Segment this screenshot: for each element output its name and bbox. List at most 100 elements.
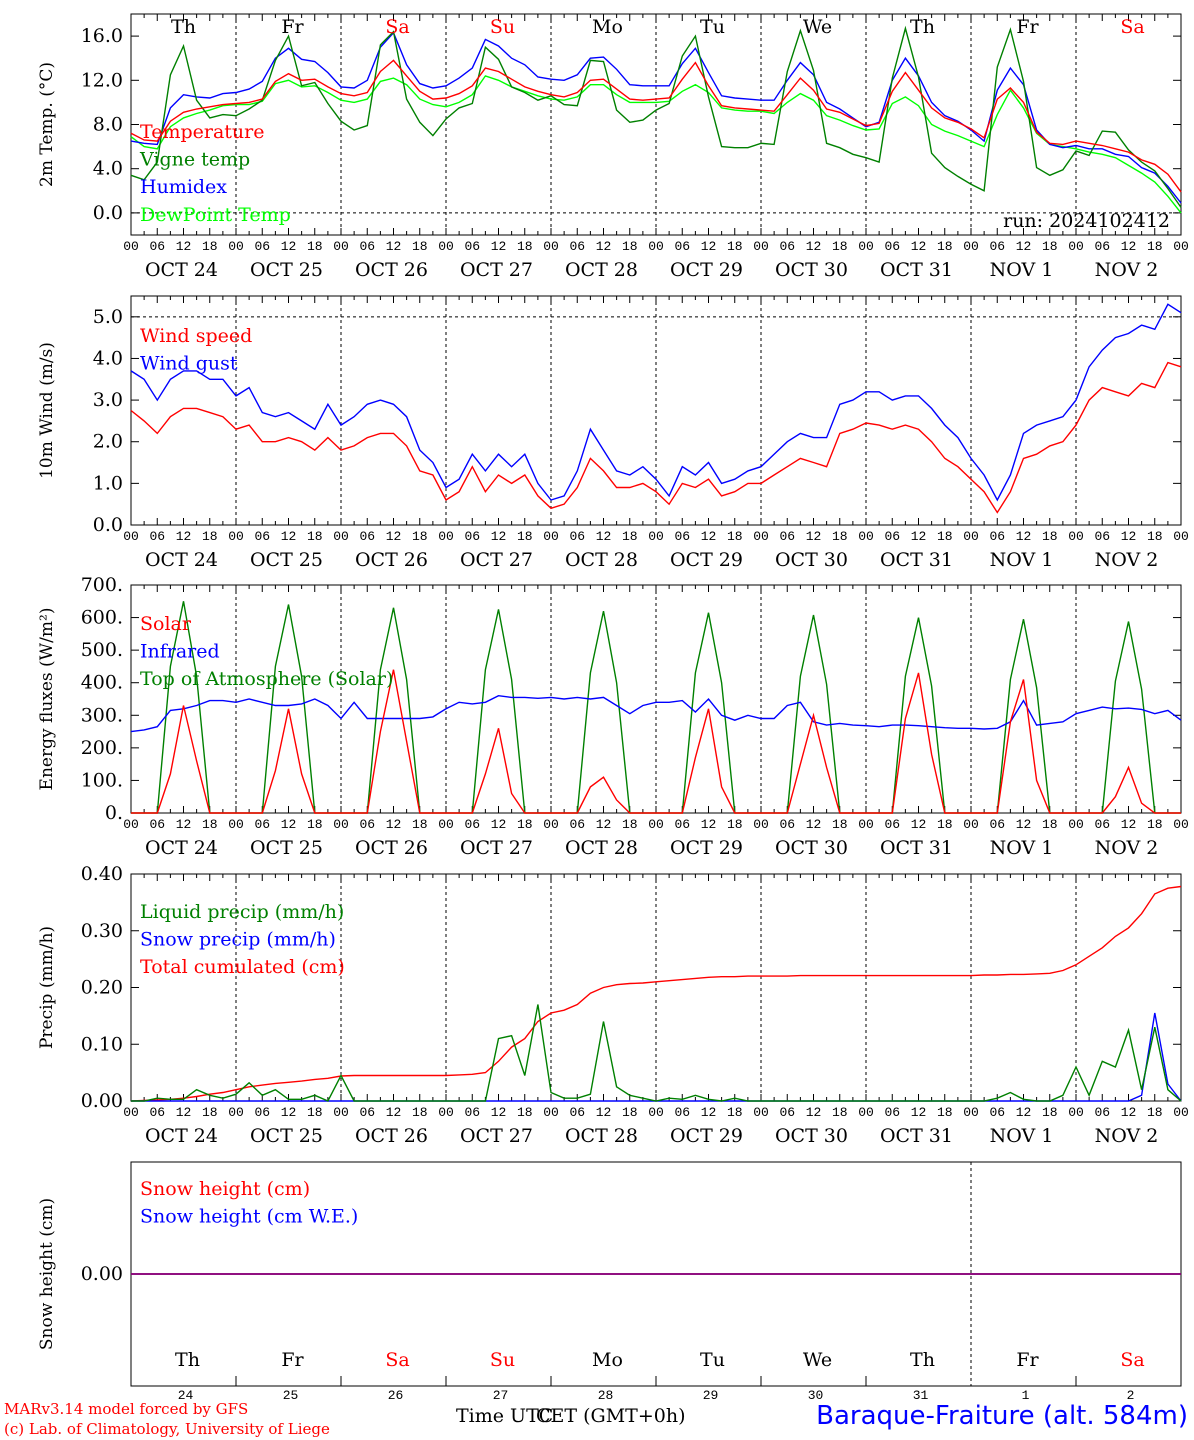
hour-tick-label: 06 <box>569 817 585 832</box>
hour-tick-label: 06 <box>569 529 585 544</box>
hour-tick-label: 06 <box>779 1105 795 1120</box>
y-tick-label: 0.40 <box>81 863 123 885</box>
hour-tick-label: 18 <box>1147 1105 1163 1120</box>
hour-tick-label: 12 <box>596 529 612 544</box>
hour-tick-label: 06 <box>674 239 690 254</box>
weekday-label-bottom: Fr <box>1016 1349 1039 1371</box>
y-tick-label: 1.0 <box>93 472 123 494</box>
hour-tick-label: 12 <box>386 529 402 544</box>
hour-tick-label: 00 <box>438 529 454 544</box>
hour-tick-label: 12 <box>701 239 717 254</box>
series-line <box>130 361 1182 514</box>
y-tick-label: 0.00 <box>81 1263 123 1285</box>
hour-tick-label: 12 <box>596 1105 612 1120</box>
hour-tick-label: 06 <box>254 1105 270 1120</box>
y-tick-label: 0.0 <box>93 202 123 224</box>
date-label: OCT 28 <box>565 1125 638 1147</box>
date-label: OCT 27 <box>460 1125 533 1147</box>
hour-tick-label: 00 <box>1173 529 1189 544</box>
series-line <box>131 1004 1182 1102</box>
hour-tick-label: 12 <box>281 239 297 254</box>
hour-tick-label: 06 <box>674 1105 690 1120</box>
hour-tick-label: 00 <box>753 1105 769 1120</box>
date-label: NOV 2 <box>1095 259 1159 281</box>
hour-tick-label: 00 <box>858 1105 874 1120</box>
hour-tick-label: 18 <box>412 1105 428 1120</box>
hour-tick-label: 00 <box>858 529 874 544</box>
date-label: OCT 25 <box>250 259 323 281</box>
y-axis-title: Energy fluxes (W/m²) <box>37 608 57 791</box>
hour-tick-label: 00 <box>1173 817 1189 832</box>
legend-entry: Humidex <box>140 176 227 198</box>
hour-tick-label: 06 <box>359 817 375 832</box>
hour-tick-label: 12 <box>386 817 402 832</box>
model-credit: MARv3.14 model forced by GFS <box>4 1400 249 1418</box>
hour-tick-label: 18 <box>1042 1105 1058 1120</box>
series-line <box>131 669 1181 814</box>
y-tick-label: 8.0 <box>93 114 123 136</box>
hour-tick-label: 12 <box>1016 239 1032 254</box>
legend-entry: Snow height (cm) <box>140 1178 310 1200</box>
hour-tick-label: 18 <box>832 239 848 254</box>
hour-tick-label: 00 <box>438 239 454 254</box>
y-tick-label: 5.0 <box>93 306 123 328</box>
hour-tick-label: 06 <box>989 817 1005 832</box>
hour-tick-label: 12 <box>911 529 927 544</box>
y-axis-title: Snow height (cm) <box>37 1198 57 1350</box>
date-label: NOV 1 <box>990 259 1054 281</box>
hour-tick-label: 18 <box>1147 529 1163 544</box>
series-line <box>130 59 1182 193</box>
weekday-label: Sa <box>385 16 409 38</box>
legend-entry: Solar <box>140 613 192 635</box>
weekday-label-bottom: Sa <box>385 1349 409 1371</box>
hour-tick-label: 00 <box>1068 817 1084 832</box>
hour-tick-label: 00 <box>543 817 559 832</box>
series-line <box>130 25 1182 208</box>
date-label: OCT 31 <box>880 1125 953 1147</box>
y-tick-label: 700. <box>81 574 123 596</box>
hour-tick-label: 12 <box>911 239 927 254</box>
day-number: 26 <box>388 1388 404 1403</box>
hour-tick-label: 00 <box>438 817 454 832</box>
hour-tick-label: 00 <box>753 817 769 832</box>
y-tick-label: 400. <box>81 672 123 694</box>
legend-entry: Snow precip (mm/h) <box>140 929 336 951</box>
hour-tick-label: 12 <box>806 239 822 254</box>
hour-tick-label: 18 <box>622 529 638 544</box>
hour-tick-label: 00 <box>543 1105 559 1120</box>
hour-tick-label: 18 <box>832 1105 848 1120</box>
hour-tick-label: 06 <box>149 817 165 832</box>
hour-tick-label: 06 <box>464 817 480 832</box>
hour-tick-label: 06 <box>1094 1105 1110 1120</box>
y-tick-label: 600. <box>81 607 123 629</box>
day-number: 25 <box>283 1388 299 1403</box>
hour-tick-label: 12 <box>491 239 507 254</box>
hour-tick-label: 12 <box>1016 817 1032 832</box>
hour-tick-label: 00 <box>333 817 349 832</box>
hour-tick-label: 06 <box>1094 817 1110 832</box>
hour-tick-label: 18 <box>832 529 848 544</box>
hour-tick-label: 12 <box>1121 239 1137 254</box>
hour-tick-label: 12 <box>1121 1105 1137 1120</box>
hour-tick-label: 18 <box>202 529 218 544</box>
hour-tick-label: 06 <box>464 529 480 544</box>
hour-tick-label: 00 <box>123 239 139 254</box>
hour-tick-label: 06 <box>149 1105 165 1120</box>
hour-tick-label: 00 <box>228 817 244 832</box>
hour-tick-label: 12 <box>701 529 717 544</box>
hour-tick-label: 18 <box>412 239 428 254</box>
hour-tick-label: 06 <box>254 529 270 544</box>
weekday-label-bottom: Tu <box>700 1349 725 1371</box>
hour-tick-label: 00 <box>1173 1105 1189 1120</box>
hour-tick-label: 18 <box>1147 817 1163 832</box>
y-tick-label: 2.0 <box>93 431 123 453</box>
hour-tick-label: 06 <box>464 1105 480 1120</box>
weekday-label: Sa <box>1120 16 1144 38</box>
hour-tick-label: 06 <box>149 239 165 254</box>
hour-tick-label: 18 <box>622 239 638 254</box>
hour-tick-label: 18 <box>622 1105 638 1120</box>
legend-entry: Liquid precip (mm/h) <box>140 901 344 923</box>
hour-tick-label: 12 <box>701 1105 717 1120</box>
day-number: 30 <box>808 1388 824 1403</box>
weekday-label: Fr <box>281 16 304 38</box>
